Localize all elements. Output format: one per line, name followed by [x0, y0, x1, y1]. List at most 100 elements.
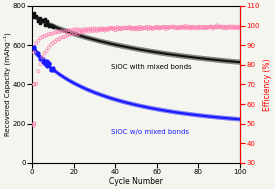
Point — [205, 26, 209, 29]
Point — [82, 30, 86, 33]
Point — [213, 26, 217, 29]
Point — [232, 26, 236, 29]
Point — [219, 26, 224, 29]
Point — [150, 26, 155, 29]
Point — [138, 26, 142, 29]
Point — [49, 23, 53, 26]
Point — [186, 26, 190, 29]
Point — [227, 25, 232, 28]
Point — [142, 26, 147, 29]
Point — [46, 46, 51, 49]
Point — [209, 26, 213, 29]
Point — [161, 26, 165, 29]
Point — [126, 27, 130, 30]
Point — [101, 27, 105, 30]
Point — [49, 43, 53, 46]
Point — [238, 27, 242, 30]
Point — [171, 26, 176, 29]
Point — [236, 27, 240, 30]
Point — [163, 27, 167, 30]
Point — [132, 26, 136, 29]
Point — [92, 27, 97, 30]
Point — [72, 32, 76, 35]
Point — [173, 26, 178, 29]
Point — [186, 26, 190, 29]
Point — [205, 26, 209, 29]
Point — [221, 26, 226, 29]
Point — [45, 60, 49, 63]
Point — [105, 28, 109, 31]
Point — [69, 33, 74, 36]
Point — [169, 26, 174, 29]
Point — [36, 19, 40, 22]
Point — [119, 27, 124, 30]
Point — [207, 26, 211, 29]
Point — [121, 26, 126, 29]
Point — [155, 26, 159, 29]
Point — [182, 25, 186, 28]
Point — [136, 28, 140, 31]
Point — [92, 29, 97, 32]
Point — [59, 36, 64, 39]
Point — [45, 65, 49, 68]
Point — [113, 29, 117, 32]
Point — [155, 26, 159, 29]
Point — [45, 34, 49, 37]
Point — [182, 26, 186, 29]
Point — [40, 35, 45, 38]
Point — [217, 26, 221, 29]
Point — [36, 39, 40, 42]
Point — [69, 29, 74, 32]
Point — [236, 25, 240, 28]
Point — [51, 26, 55, 29]
Point — [107, 27, 111, 30]
Point — [190, 25, 194, 28]
Point — [115, 27, 120, 30]
Point — [163, 26, 167, 29]
Point — [117, 28, 122, 31]
Point — [51, 41, 55, 44]
Point — [121, 27, 126, 30]
Point — [234, 26, 238, 29]
Point — [45, 49, 49, 52]
Point — [113, 27, 117, 30]
Point — [221, 25, 226, 28]
Point — [130, 26, 134, 29]
Point — [202, 26, 207, 29]
Point — [211, 26, 215, 29]
Text: SiOC w/o mixed bonds: SiOC w/o mixed bonds — [111, 129, 189, 136]
Point — [130, 28, 134, 31]
Point — [32, 15, 36, 18]
Point — [55, 30, 59, 33]
Point — [84, 28, 88, 31]
Point — [184, 26, 188, 29]
Point — [42, 35, 47, 38]
Point — [32, 122, 36, 125]
Point — [49, 69, 53, 72]
Point — [45, 20, 49, 23]
Point — [49, 25, 53, 28]
Point — [82, 28, 86, 31]
Point — [74, 28, 78, 31]
Point — [32, 45, 36, 48]
Point — [200, 25, 205, 28]
Y-axis label: Recovered Capacity (mAhg⁻¹): Recovered Capacity (mAhg⁻¹) — [4, 33, 11, 136]
Point — [192, 26, 196, 29]
Point — [38, 57, 43, 60]
Point — [42, 60, 47, 63]
Point — [146, 26, 151, 29]
Point — [34, 15, 39, 18]
Point — [234, 26, 238, 29]
Point — [65, 29, 70, 32]
Point — [144, 27, 149, 30]
Point — [188, 27, 192, 30]
Point — [165, 27, 169, 30]
Point — [177, 26, 182, 29]
Point — [32, 12, 36, 15]
Point — [180, 26, 184, 29]
Point — [188, 25, 192, 28]
Point — [38, 16, 43, 19]
X-axis label: Cycle Number: Cycle Number — [109, 177, 163, 186]
Point — [40, 61, 45, 64]
Point — [229, 26, 234, 29]
